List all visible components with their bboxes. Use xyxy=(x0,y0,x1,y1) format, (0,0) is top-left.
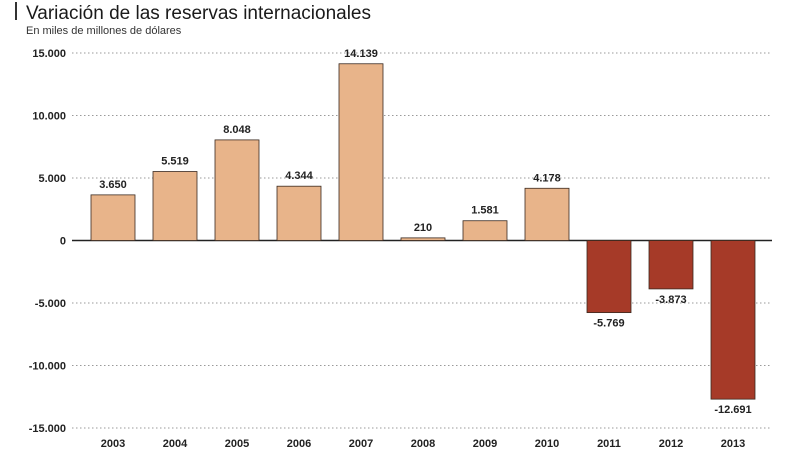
bar-2003 xyxy=(90,194,136,241)
x-tick-label-2007: 2007 xyxy=(349,438,373,450)
y-tick-label: -5.000 xyxy=(35,298,66,310)
bar-2006 xyxy=(276,185,322,241)
title-marker xyxy=(15,2,17,20)
data-label-2008: 210 xyxy=(414,222,432,234)
x-tick-label-2005: 2005 xyxy=(225,438,249,450)
x-tick-label-2003: 2003 xyxy=(101,438,125,450)
y-tick-label: 10.000 xyxy=(32,111,66,123)
x-tick-label-2006: 2006 xyxy=(287,438,311,450)
y-tick-label: -15.000 xyxy=(29,423,66,435)
data-label-2010: 4.178 xyxy=(533,172,561,184)
bar-2010 xyxy=(524,187,570,241)
x-tick-label-2004: 2004 xyxy=(163,438,188,450)
bar-2009 xyxy=(462,220,508,241)
data-label-2004: 5.519 xyxy=(161,156,189,168)
bar-2012 xyxy=(648,240,694,290)
bar-2008 xyxy=(400,237,446,241)
x-tick-label-2012: 2012 xyxy=(659,438,683,450)
y-tick-label: 5.000 xyxy=(38,173,66,185)
data-label-2003: 3.650 xyxy=(99,179,127,191)
data-label-2005: 8.048 xyxy=(223,124,251,136)
data-label-2007: 14.139 xyxy=(344,48,378,60)
data-label-2013: -12.691 xyxy=(714,404,751,416)
chart-subtitle: En miles de millones de dólares xyxy=(26,25,182,37)
y-tick-label: -10.000 xyxy=(29,361,66,373)
bar-2007 xyxy=(338,63,384,241)
bar-2004 xyxy=(152,171,198,241)
x-tick-label-2011: 2011 xyxy=(597,438,621,450)
x-tick-label-2008: 2008 xyxy=(411,438,435,450)
data-label-2012: -3.873 xyxy=(655,294,686,306)
bars xyxy=(90,63,756,400)
chart-title: Variación de las reservas internacionale… xyxy=(26,3,371,24)
x-tick-label-2013: 2013 xyxy=(721,438,745,450)
data-label-2006: 4.344 xyxy=(285,170,313,182)
data-label-2011: -5.769 xyxy=(593,318,624,330)
x-tick-label-2010: 2010 xyxy=(535,438,559,450)
y-tick-label: 15.000 xyxy=(32,48,66,60)
data-labels: 3.650 5.519 8.048 4.344 14.139 210 1.581 4.178 -… xyxy=(99,48,751,416)
data-label-2009: 1.581 xyxy=(471,205,499,217)
x-axis: 2003 2004 2005 2006 2007 2008 2009 2010 2011 2012… xyxy=(101,438,745,450)
x-tick-label-2009: 2009 xyxy=(473,438,497,450)
bar-2013 xyxy=(710,240,756,400)
y-axis: 15.000 10.000 5.000 0 -5.000 -10.000 -15.000 xyxy=(29,48,66,435)
bar-2005 xyxy=(214,139,260,241)
bar-2011 xyxy=(586,240,632,314)
y-tick-label: 0 xyxy=(60,236,66,248)
